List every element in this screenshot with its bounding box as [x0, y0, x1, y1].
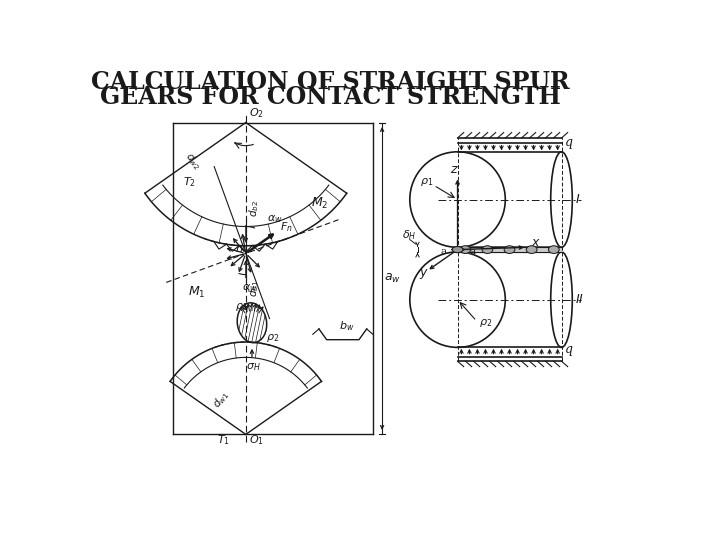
Text: $\rho_2$: $\rho_2$: [479, 317, 492, 329]
Text: $\alpha_w$: $\alpha_w$: [242, 282, 258, 294]
Text: $\rho_1$: $\rho_1$: [420, 176, 433, 188]
Ellipse shape: [460, 246, 471, 253]
Text: $II$: $II$: [575, 293, 585, 306]
Text: q: q: [565, 137, 573, 150]
Text: q: q: [565, 343, 573, 356]
Text: $\rho_2$: $\rho_2$: [266, 332, 279, 343]
Text: $d_{w2}$: $d_{w2}$: [182, 150, 204, 173]
Text: $\alpha_w$: $\alpha_w$: [267, 213, 283, 225]
Ellipse shape: [549, 246, 559, 253]
Text: $O_1$: $O_1$: [249, 434, 264, 448]
Text: $\delta_H$: $\delta_H$: [402, 228, 417, 242]
Text: $\rho_1$: $\rho_1$: [235, 301, 248, 313]
Text: $z$: $z$: [450, 163, 459, 176]
Text: $\sigma_H$: $\sigma_H$: [246, 361, 261, 373]
Text: $F_n$: $F_n$: [279, 220, 292, 234]
Ellipse shape: [482, 246, 492, 253]
Text: GEARS FOR CONTACT STRENGTH: GEARS FOR CONTACT STRENGTH: [100, 85, 561, 109]
Text: $I$: $I$: [575, 193, 581, 206]
Ellipse shape: [504, 246, 515, 253]
Text: $d_{b2}$: $d_{b2}$: [248, 200, 261, 217]
Text: $n$: $n$: [235, 244, 243, 254]
Text: a: a: [469, 247, 475, 256]
Text: $M_2$: $M_2$: [311, 196, 328, 211]
Text: $T_1$: $T_1$: [217, 434, 230, 448]
Text: $M_1$: $M_1$: [188, 285, 206, 300]
Text: $b_w$: $b_w$: [339, 319, 354, 333]
Ellipse shape: [452, 247, 463, 253]
Text: a: a: [441, 247, 446, 256]
Text: $d_{b1}$: $d_{b1}$: [248, 280, 261, 298]
Text: $O_2$: $O_2$: [249, 106, 264, 120]
Text: CALCULATION OF STRAIGHT SPUR: CALCULATION OF STRAIGHT SPUR: [91, 70, 570, 94]
Text: $T_2$: $T_2$: [183, 175, 196, 188]
Ellipse shape: [526, 246, 537, 253]
Text: $d_{w1}$: $d_{w1}$: [210, 388, 233, 411]
Text: $y$: $y$: [419, 267, 429, 281]
Polygon shape: [457, 247, 562, 252]
Text: $x$: $x$: [531, 236, 541, 249]
Text: $a_w$: $a_w$: [384, 272, 401, 285]
